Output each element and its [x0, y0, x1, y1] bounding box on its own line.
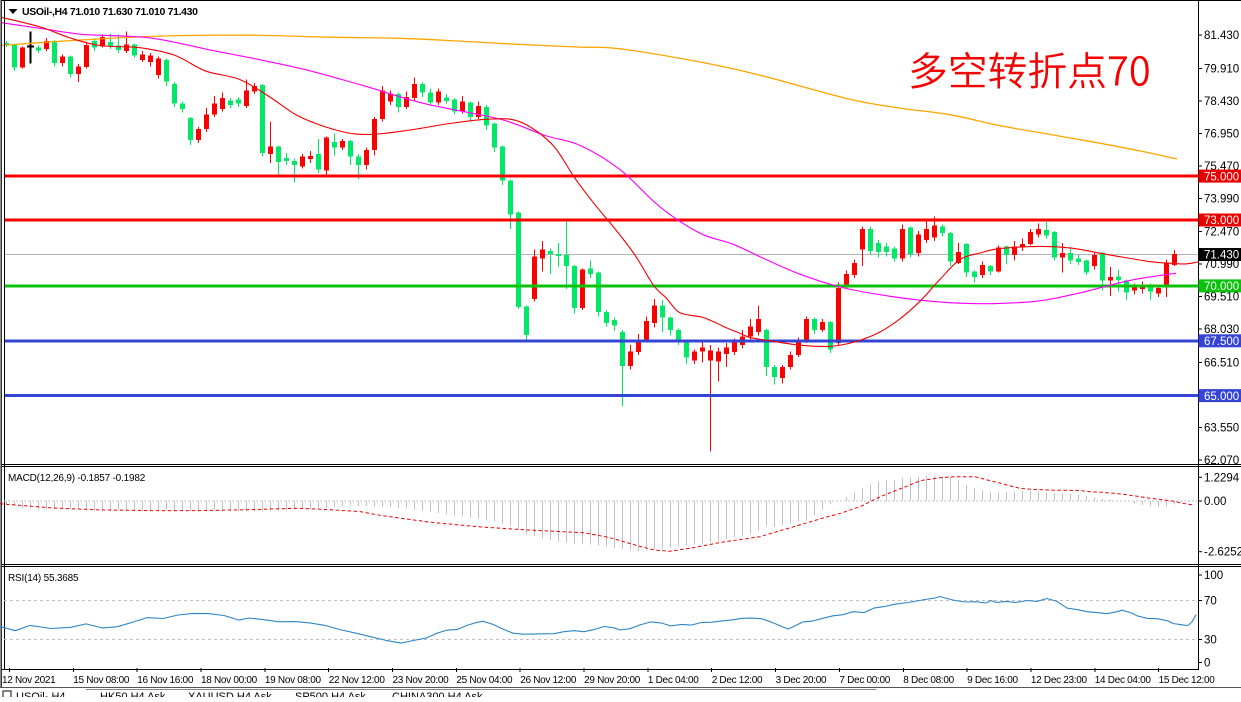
svg-text:HK50,H4 Ask: HK50,H4 Ask: [100, 691, 166, 697]
svg-text:26 Nov 12:00: 26 Nov 12:00: [520, 675, 577, 686]
svg-text:RSI(14) 55.3685: RSI(14) 55.3685: [8, 573, 79, 584]
svg-text:CHINA300,H4 Ask: CHINA300,H4 Ask: [392, 691, 483, 697]
svg-text:69.510: 69.510: [1204, 292, 1239, 304]
svg-text:73.990: 73.990: [1204, 193, 1239, 205]
svg-text:23 Nov 20:00: 23 Nov 20:00: [393, 675, 450, 686]
svg-text:25 Nov 04:00: 25 Nov 04:00: [456, 675, 513, 686]
svg-text:8 Dec 08:00: 8 Dec 08:00: [903, 675, 954, 686]
svg-text:66.510: 66.510: [1204, 358, 1239, 370]
svg-text:65.000: 65.000: [1204, 391, 1239, 403]
svg-text:72.470: 72.470: [1204, 227, 1239, 239]
svg-text:22 Nov 12:00: 22 Nov 12:00: [329, 675, 386, 686]
svg-text:MACD(12,26,9) -0.1857 -0.1982: MACD(12,26,9) -0.1857 -0.1982: [8, 473, 146, 484]
svg-text:0: 0: [1204, 658, 1210, 670]
svg-text:76.950: 76.950: [1204, 128, 1239, 140]
svg-text:81.430: 81.430: [1204, 30, 1239, 42]
svg-text:7 Dec 00:00: 7 Dec 00:00: [839, 675, 890, 686]
svg-text:XAUUSD,H4 Ask: XAUUSD,H4 Ask: [188, 691, 272, 697]
svg-text:70.000: 70.000: [1204, 281, 1239, 293]
svg-text:SP500,H4 Ask: SP500,H4 Ask: [295, 691, 366, 697]
svg-text:16 Nov 16:00: 16 Nov 16:00: [137, 675, 194, 686]
svg-text:1.2294: 1.2294: [1204, 472, 1240, 484]
svg-text:30: 30: [1204, 635, 1217, 647]
svg-text:79.910: 79.910: [1204, 63, 1239, 75]
svg-text:14 Dec 04:00: 14 Dec 04:00: [1095, 675, 1152, 686]
svg-text:75.000: 75.000: [1204, 171, 1239, 183]
svg-text:78.430: 78.430: [1204, 96, 1239, 108]
svg-text:9 Dec 16:00: 9 Dec 16:00: [967, 675, 1018, 686]
svg-text:12 Nov 2021: 12 Nov 2021: [2, 675, 56, 686]
svg-text:18 Nov 00:00: 18 Nov 00:00: [201, 675, 258, 686]
svg-text:0.00: 0.00: [1204, 496, 1226, 508]
svg-text:73.000: 73.000: [1204, 215, 1239, 227]
svg-text:3 Dec 20:00: 3 Dec 20:00: [776, 675, 827, 686]
svg-text:12 Dec 23:00: 12 Dec 23:00: [1031, 675, 1088, 686]
svg-text:15 Dec 12:00: 15 Dec 12:00: [1159, 675, 1216, 686]
svg-text:USOil-,H4: USOil-,H4: [16, 691, 66, 697]
svg-text:67.500: 67.500: [1204, 336, 1239, 348]
svg-text:63.550: 63.550: [1204, 423, 1239, 435]
svg-text:62.070: 62.070: [1204, 455, 1239, 467]
svg-text:15 Nov 08:00: 15 Nov 08:00: [73, 675, 130, 686]
svg-text:71.430: 71.430: [1204, 250, 1239, 262]
svg-text:1 Dec 04:00: 1 Dec 04:00: [648, 675, 699, 686]
svg-text:USOil-,H4 71.010 71.630 71.01: USOil-,H4 71.010 71.630 71.010 71.430: [22, 6, 198, 18]
svg-text:-2.6252: -2.6252: [1204, 547, 1241, 559]
svg-text:100: 100: [1204, 570, 1223, 582]
svg-text:2 Dec 12:00: 2 Dec 12:00: [712, 675, 763, 686]
svg-text:70: 70: [1204, 596, 1217, 608]
svg-text:19 Nov 08:00: 19 Nov 08:00: [265, 675, 322, 686]
svg-text:29 Nov 20:00: 29 Nov 20:00: [584, 675, 641, 686]
